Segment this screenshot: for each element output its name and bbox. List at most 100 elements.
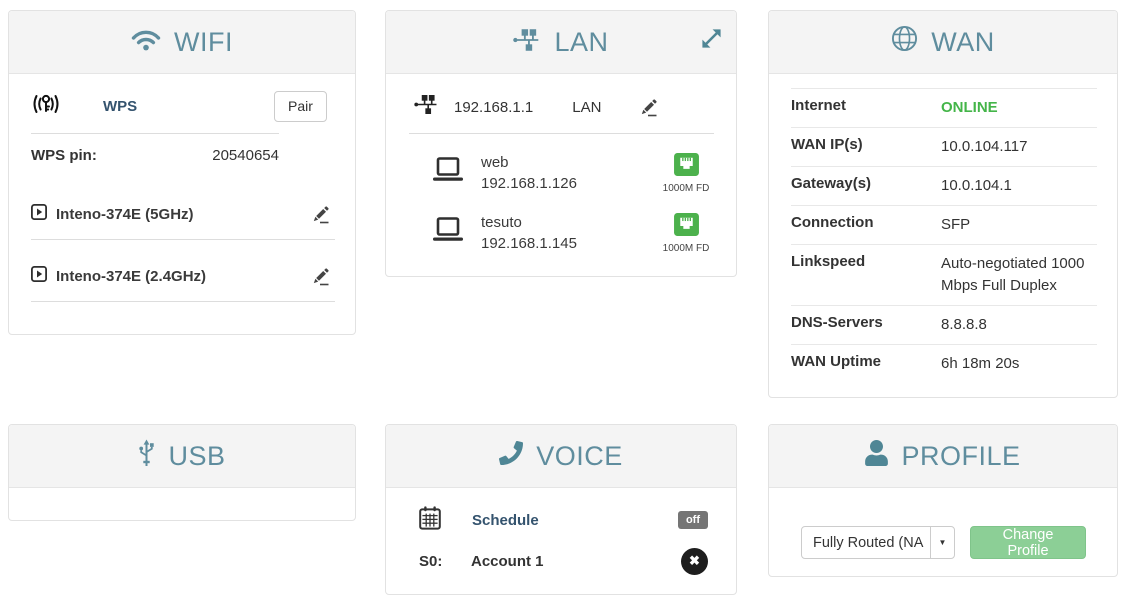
wan-status-table: Internet ONLINE WAN IP(s) 10.0.104.117 G…: [791, 88, 1097, 383]
wan-row-ip: WAN IP(s) 10.0.104.117: [791, 127, 1097, 166]
caret-right-square-icon: [30, 203, 47, 225]
wifi-panel: WIFI: [8, 10, 356, 335]
ethernet-port-icon: [673, 212, 699, 240]
lan-device-row: tesuto 192.168.1.145: [431, 212, 714, 254]
device-ip: 192.168.1.126: [481, 175, 577, 192]
wps-icon: [31, 92, 61, 121]
wan-row-label: Connection: [791, 214, 874, 231]
user-icon: [865, 439, 889, 473]
wan-row-value: 8.8.8.8: [941, 316, 987, 333]
lan-gateway-row: 192.168.1.1 LAN: [409, 74, 714, 134]
voice-panel-title: VOICE: [536, 440, 623, 471]
wifi-icon: [131, 27, 161, 58]
wan-row-gateway: Gateway(s) 10.0.104.1: [791, 166, 1097, 205]
expand-icon[interactable]: [699, 26, 724, 51]
calendar-icon: [419, 505, 441, 535]
device-ip: 192.168.1.145: [481, 235, 577, 252]
profile-panel-body: Fully Routed (NA ▼ Change Profile: [769, 488, 1117, 559]
device-name: web: [481, 154, 509, 171]
schedule-row: Schedule off: [419, 505, 708, 535]
wan-row-dns: DNS-Servers 8.8.8.8: [791, 305, 1097, 344]
edit-lan-button[interactable]: [639, 98, 658, 117]
wps-pin-row: WPS pin: 20540654: [31, 147, 279, 164]
device-info: web 192.168.1.126: [481, 152, 577, 194]
network-icon: [513, 27, 541, 58]
laptop-icon: [431, 217, 465, 249]
voice-panel-header: VOICE: [386, 425, 736, 488]
port-block: 1000M FD: [658, 212, 714, 254]
lan-gateway-ip: 192.168.1.1: [454, 98, 534, 116]
network-icon: [414, 95, 439, 119]
ssid-row-5ghz[interactable]: Inteno-374E (5GHz): [30, 203, 335, 240]
wan-panel-title: WAN: [931, 26, 995, 57]
lan-panel-title: LAN: [554, 26, 609, 57]
internet-status: ONLINE: [941, 99, 998, 116]
wan-row-label: WAN IP(s): [791, 136, 863, 153]
lan-panel-header: LAN: [386, 11, 736, 74]
lan-panel: LAN: [385, 10, 737, 277]
wps-pair-button[interactable]: Pair: [274, 90, 327, 122]
divider: [31, 133, 279, 134]
ssid-name: Inteno-374E (5GHz): [56, 206, 194, 223]
profile-panel-title: PROFILE: [901, 440, 1021, 471]
wan-row-value: Auto-negotiated 1000 Mbps Full Duplex: [941, 255, 1085, 294]
laptop-icon: [431, 157, 465, 189]
ssid-row-24ghz[interactable]: Inteno-374E (2.4GHz): [30, 265, 335, 302]
wps-label: WPS: [103, 97, 138, 115]
device-info: tesuto 192.168.1.145: [481, 212, 577, 254]
profile-panel-header: PROFILE: [769, 425, 1117, 488]
globe-icon: [891, 25, 918, 59]
usb-panel-title: USB: [168, 440, 226, 471]
ssid-left: Inteno-374E (2.4GHz): [30, 265, 207, 287]
line-label: S0:: [419, 552, 443, 570]
wan-row-value: 10.0.104.117: [941, 138, 1028, 155]
voice-panel-body: Schedule off S0: Account 1 ✖: [386, 488, 736, 576]
wan-row-label: DNS-Servers: [791, 314, 883, 331]
lan-network-name: LAN: [572, 98, 602, 116]
wps-pin-value: 20540654: [212, 147, 279, 164]
caret-right-square-icon: [30, 265, 47, 287]
remove-account-icon[interactable]: ✖: [681, 547, 708, 575]
wifi-panel-header: WIFI: [9, 11, 355, 74]
port-block: 1000M FD: [658, 152, 714, 194]
schedule-link[interactable]: Schedule: [472, 511, 539, 529]
usb-panel-header: USB: [9, 425, 355, 488]
profile-panel: PROFILE Fully Routed (NA ▼ Change Profil…: [768, 424, 1118, 577]
wan-panel-header: WAN: [769, 11, 1117, 74]
account-name: Account 1: [471, 552, 544, 570]
profile-select[interactable]: Fully Routed (NA ▼: [801, 526, 955, 559]
usb-panel: USB: [8, 424, 356, 521]
wps-pin-label: WPS pin:: [31, 147, 97, 164]
ethernet-port-icon: [673, 152, 699, 180]
wan-row-label: Linkspeed: [791, 253, 866, 270]
wan-row-label: Internet: [791, 97, 847, 114]
chevron-down-icon: ▼: [930, 527, 954, 558]
lan-panel-body: 192.168.1.1 LAN: [386, 74, 736, 254]
edit-ssid-button[interactable]: [311, 267, 330, 286]
link-speed: 1000M FD: [662, 242, 710, 254]
wan-row-linkspeed: Linkspeed Auto-negotiated 1000 Mbps Full…: [791, 244, 1097, 305]
change-profile-button[interactable]: Change Profile: [970, 526, 1086, 559]
wifi-panel-title: WIFI: [174, 26, 233, 57]
edit-ssid-button[interactable]: [311, 205, 330, 224]
usb-panel-body: [9, 488, 355, 520]
wan-row-value: SFP: [941, 216, 971, 233]
lan-device-row: web 192.168.1.126: [431, 152, 714, 194]
wan-row-value: 10.0.104.1: [941, 177, 1012, 194]
link-speed: 1000M FD: [662, 182, 710, 194]
wan-row-internet: Internet ONLINE: [791, 88, 1097, 127]
schedule-state-badge[interactable]: off: [677, 511, 708, 529]
wan-row-label: Gateway(s): [791, 175, 872, 192]
wan-row-value: 6h 18m 20s: [941, 355, 1020, 372]
wan-panel: WAN Internet ONLINE WAN IP(s) 10.0.104.1…: [768, 10, 1118, 398]
usb-icon: [138, 439, 155, 474]
ssid-name: Inteno-374E (2.4GHz): [56, 268, 207, 285]
device-name: tesuto: [481, 214, 522, 231]
ssid-left: Inteno-374E (5GHz): [30, 203, 194, 225]
wan-row-uptime: WAN Uptime 6h 18m 20s: [791, 344, 1097, 383]
account-row: S0: Account 1 ✖: [419, 546, 708, 576]
wifi-panel-body: WPS Pair WPS pin: 20540654 Inteno-374E (…: [9, 74, 355, 302]
profile-select-value: Fully Routed (NA: [813, 534, 924, 551]
wps-row: WPS Pair: [31, 90, 335, 122]
